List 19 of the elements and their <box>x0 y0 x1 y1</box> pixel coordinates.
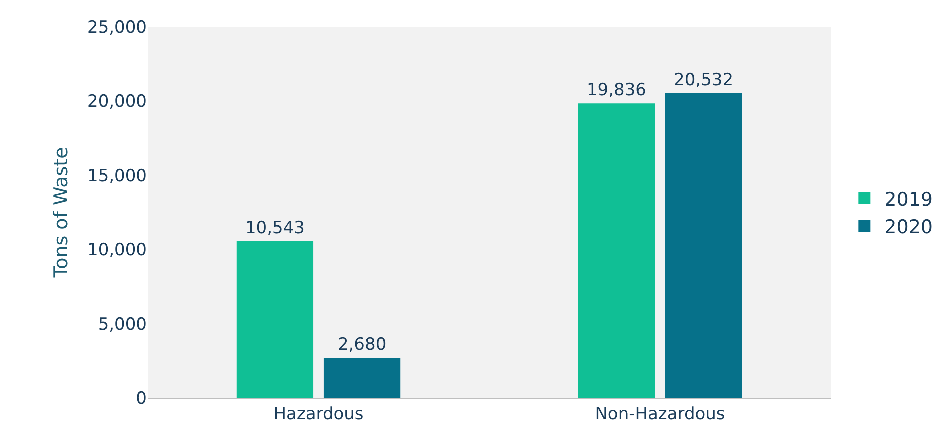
data-label: 19,836 <box>586 80 646 101</box>
y-tick-label: 5,000 <box>98 314 147 335</box>
x-tick-label: Non-Hazardous <box>595 404 726 424</box>
y-tick-label: 25,000 <box>88 18 147 38</box>
y-tick-label: 15,000 <box>88 166 147 186</box>
y-tick-label: 0 <box>136 388 147 409</box>
legend-label: 2019 <box>884 188 934 211</box>
x-tick-label: Hazardous <box>274 404 364 424</box>
legend-label: 2020 <box>884 216 934 238</box>
y-tick-label: 20,000 <box>88 92 147 112</box>
data-label: 10,543 <box>245 218 305 239</box>
bar <box>236 242 314 398</box>
y-axis-title: Tons of Waste <box>50 147 72 279</box>
bar <box>324 358 401 398</box>
data-label: 2,680 <box>338 335 387 356</box>
y-tick-label: 10,000 <box>88 240 147 261</box>
bar <box>665 93 742 398</box>
bar <box>578 104 656 398</box>
data-label: 20,532 <box>674 70 734 90</box>
